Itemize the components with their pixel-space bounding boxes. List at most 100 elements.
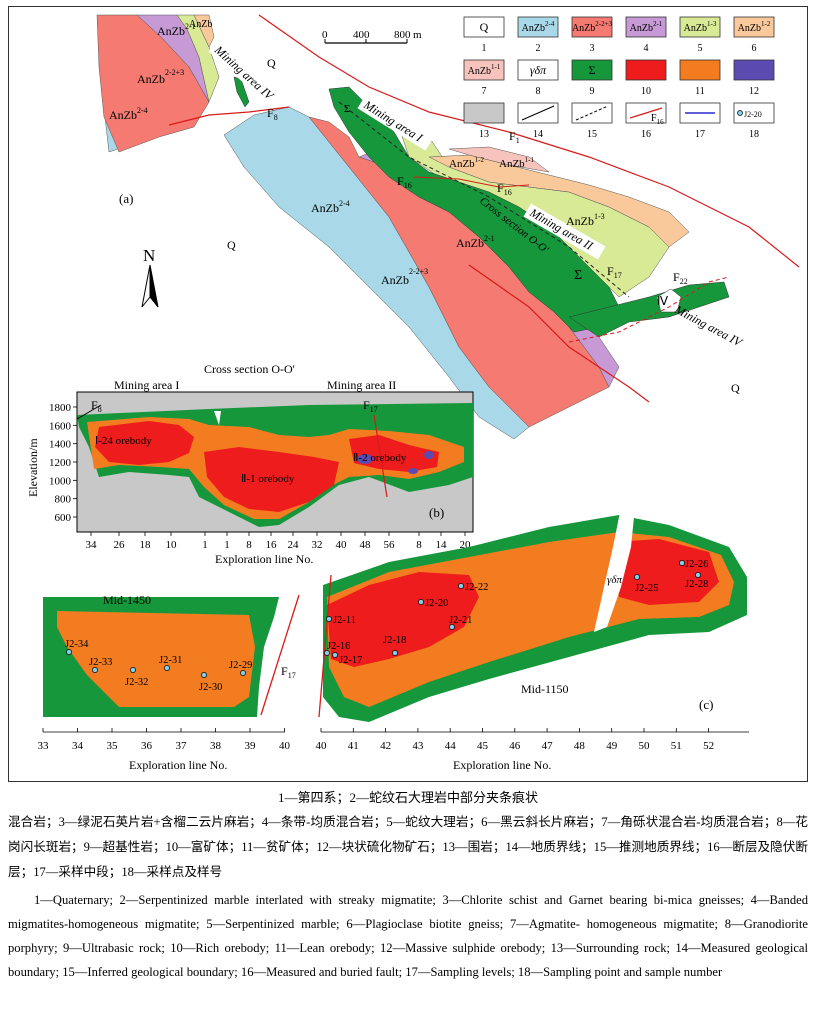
sample-label: J2-28	[685, 579, 708, 590]
sample-label: J2-32	[125, 677, 148, 688]
plan-1150-xtick: 51	[671, 740, 682, 752]
sample-point-dot	[449, 624, 455, 630]
label-anzb-2-1-nw: AnZb2-1	[157, 22, 196, 38]
sample-label: J2-33	[89, 657, 112, 668]
legend-number-1: 1	[482, 43, 487, 54]
label-anzb-2-2-3-nw: AnZb2-2+3	[137, 68, 184, 86]
sample-point-dot	[634, 574, 640, 580]
section-b-xtick: 34	[86, 539, 98, 551]
section-b-mining-area-ii: Mining area II	[327, 378, 396, 392]
legend-symbol-8: γδπ	[530, 63, 547, 77]
section-b-xtick: 18	[140, 539, 152, 551]
legend-item-1: Q1	[463, 16, 505, 54]
plan-1150-xtick: 42	[380, 740, 391, 752]
legend-number-18: 18	[749, 129, 759, 140]
plan-1450-xlabel: Exploration line No.	[129, 758, 227, 772]
section-b-ytick: 1400	[49, 439, 72, 451]
sample-label: J2-34	[65, 639, 89, 650]
fault-f17	[468, 264, 650, 403]
label-anzb-2-4-main: AnZb2-4	[311, 199, 350, 215]
legend-number-15: 15	[587, 129, 597, 140]
legend-symbol-6: AnZb1-2	[738, 20, 771, 34]
orebody-2-1	[204, 447, 339, 512]
legend-symbol-9: Σ	[589, 63, 596, 77]
label-q-west: Q	[227, 238, 236, 252]
scale-tick-400: 400	[353, 29, 370, 41]
legend-sample-dot	[737, 110, 743, 116]
caption-en-body: 1—Quaternary; 2—Serpentinized marble int…	[8, 893, 808, 979]
orebody-2-2	[349, 435, 439, 472]
legend-item-2: AnZb2-4 2	[517, 16, 559, 54]
plan-1150-xtick: 50	[639, 740, 651, 752]
sample-point-dot	[201, 672, 207, 678]
sample-point-dot	[458, 583, 464, 589]
legend-number-14: 14	[533, 129, 543, 140]
legend-symbol-3: AnZb2-2+3	[572, 20, 613, 34]
section-b-xtick: 20	[460, 539, 472, 551]
geological-figure-svg: Mining area IV Mining area I Mining area…	[26, 14, 800, 772]
label-anzb-2-1-main: AnZb2-1	[456, 234, 495, 250]
scale-unit: m	[413, 29, 422, 41]
legend-item-3: AnZb2-2+3 3	[571, 16, 613, 54]
unit-sigma-east	[568, 281, 730, 338]
legend-number-11: 11	[695, 86, 705, 97]
legend-item-13: 13	[463, 102, 505, 140]
section-b-xtick: 48	[360, 539, 372, 551]
section-b-xtick: 1	[202, 539, 208, 551]
plan-1150-xtick: 45	[477, 740, 489, 752]
unit-gdp-east	[656, 288, 682, 313]
section-b-y-axis: 1800 1600 1400 1200 1000 800 600	[49, 402, 77, 524]
section-b-f8: F8	[91, 398, 102, 414]
sample-point-dot	[679, 560, 685, 566]
legend-item-8: γδπ 8	[517, 59, 559, 97]
sample-point-dot	[164, 665, 170, 671]
legend-number-17: 17	[695, 129, 705, 140]
legend-number-4: 4	[644, 43, 649, 54]
section-b-xlabel: Exploration line No.	[215, 552, 313, 566]
section-b-ylabel: Elevation/m	[26, 438, 40, 497]
massive-sulphide-a	[357, 454, 373, 464]
label-q-nw: Q	[267, 56, 276, 70]
section-b-ytick: 1600	[49, 420, 72, 432]
legend-number-8: 8	[536, 86, 541, 97]
legend-symbol-16: F16	[651, 113, 664, 126]
label-orebody-2-1: Ⅱ-1 orebody	[241, 473, 295, 485]
plan-1150-xtick: 46	[509, 740, 521, 752]
plan-1150-xtick: 40	[316, 740, 328, 752]
label-iv-roman: Ⅳ	[657, 294, 668, 308]
fault-f16	[413, 176, 530, 188]
panel-a-map: Mining area IV Mining area I Mining area…	[96, 14, 800, 440]
section-b-xtick: 10	[166, 539, 178, 551]
legend-item-15: 15	[571, 102, 613, 140]
plan-1150-fault	[318, 574, 332, 718]
legend-number-12: 12	[749, 86, 759, 97]
label-orebody-1-24: Ⅰ-24 orebody	[95, 435, 152, 447]
label-sigma-north: Σ	[344, 103, 350, 115]
label-f16-b: F16	[497, 181, 512, 197]
legend-item-12: 12	[733, 59, 775, 97]
section-b-ytick: 1000	[49, 475, 72, 487]
section-b-f17: F17	[363, 398, 378, 414]
legend-number-7: 7	[482, 86, 487, 97]
section-b-ytick: 1200	[49, 457, 72, 469]
plan-1150-red	[327, 572, 479, 667]
legend-symbol-4: AnZb2-1	[630, 20, 663, 34]
plan-1150-gdp-label: γδπ	[607, 574, 622, 586]
plan-1450-xtick: 38	[210, 740, 222, 752]
section-b-xtick: 26	[114, 539, 126, 551]
section-b-xtick: 24	[288, 539, 300, 551]
sample-label: J2-21	[449, 615, 472, 626]
legend-item-14: 14	[517, 102, 559, 140]
caption-cn-title: 1—第四系；2—蛇纹石大理岩中部分夹条痕状	[277, 790, 538, 805]
section-b-fault-f17	[373, 414, 388, 498]
sample-point-dot	[695, 572, 701, 578]
label-f16-a: F16	[397, 174, 412, 190]
sample-point-dot	[324, 650, 330, 656]
legend-number-5: 5	[698, 43, 703, 54]
geological-figure: Mining area IV Mining area I Mining area…	[8, 6, 808, 782]
plan-1450-xtick: 39	[245, 740, 257, 752]
sample-label: J2-31	[159, 655, 182, 666]
legend-number-6: 6	[752, 43, 757, 54]
fault-f1	[258, 14, 800, 268]
